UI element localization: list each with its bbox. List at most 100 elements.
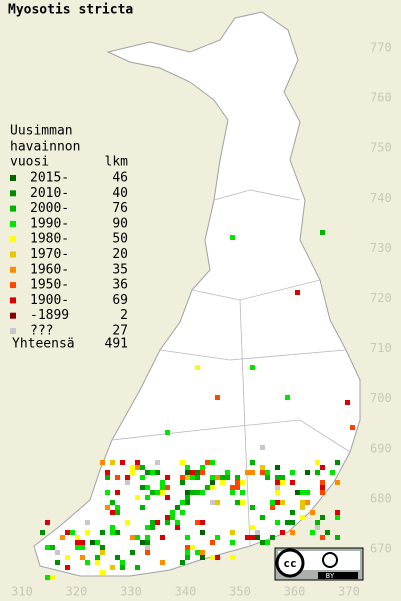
observation-square: [175, 505, 180, 510]
observation-square: [345, 400, 350, 405]
grid-label-east: 310: [11, 585, 33, 599]
border: [213, 189, 301, 201]
observation-square: [260, 445, 265, 450]
observation-square: [210, 500, 215, 505]
legend-count: 20: [112, 247, 128, 262]
observation-square: [315, 520, 320, 525]
observation-square: [160, 535, 165, 540]
observation-square: [255, 530, 260, 535]
observation-square: [110, 525, 115, 530]
observation-square: [120, 565, 125, 570]
observation-square: [215, 535, 220, 540]
observation-square: [165, 485, 170, 490]
observation-square: [210, 485, 215, 490]
legend-swatch: [10, 205, 16, 212]
observation-square: [280, 500, 285, 505]
observation-square: [335, 535, 340, 540]
observation-square: [115, 475, 120, 480]
legend-heading: vuosi: [10, 155, 49, 170]
observation-square: [200, 520, 205, 525]
observation-square: [305, 470, 310, 475]
observation-square: [290, 530, 295, 535]
observation-square: [170, 515, 175, 520]
observation-square: [265, 475, 270, 480]
observation-square: [165, 520, 170, 525]
observation-square: [105, 490, 110, 495]
observation-square: [180, 510, 185, 515]
legend-swatch: [10, 282, 16, 289]
legend-label: 1950-: [30, 278, 69, 293]
observation-square: [110, 565, 115, 570]
observation-square: [125, 480, 130, 485]
observation-square: [210, 540, 215, 545]
observation-square: [215, 475, 220, 480]
observation-square: [100, 530, 105, 535]
observation-square: [270, 505, 275, 510]
grid-label-north: 710: [370, 341, 392, 355]
legend-heading: havainnon: [10, 140, 80, 155]
grid-label-north: 770: [370, 41, 392, 55]
observation-square: [105, 505, 110, 510]
observation-square: [100, 550, 105, 555]
observation-square: [70, 530, 75, 535]
observation-square: [315, 460, 320, 465]
observation-square: [230, 555, 235, 560]
observation-square: [115, 490, 120, 495]
grid-label-east: 360: [284, 585, 306, 599]
observation-square: [215, 500, 220, 505]
observation-square: [300, 500, 305, 505]
observation-square: [330, 470, 335, 475]
grid-label-north: 720: [370, 291, 392, 305]
legend-swatch: [10, 175, 16, 181]
observation-square: [265, 470, 270, 475]
observation-square: [110, 500, 115, 505]
observation-square: [115, 505, 120, 510]
grid-label-east: 370: [338, 585, 360, 599]
observation-square: [250, 460, 255, 465]
observation-square: [185, 500, 190, 505]
legend-label: 2000-: [30, 201, 69, 216]
border: [111, 419, 351, 453]
observation-square: [235, 500, 240, 505]
grid-label-north: 670: [370, 542, 392, 556]
by-icon: [322, 552, 338, 568]
observation-square: [185, 535, 190, 540]
observation-square: [75, 535, 80, 540]
grid-label-north: 760: [370, 91, 392, 105]
observation-square: [130, 470, 135, 475]
observation-square: [170, 510, 175, 515]
observation-square: [250, 470, 255, 475]
observation-square: [155, 520, 160, 525]
observation-square: [165, 495, 170, 500]
legend-swatch: [10, 220, 16, 227]
legend-swatch: [10, 190, 16, 197]
observation-square: [115, 510, 120, 515]
observation-square: [310, 510, 315, 515]
grid-label-north: 680: [370, 491, 392, 505]
observation-square: [185, 490, 190, 495]
observation-square: [40, 530, 45, 535]
observation-square: [115, 530, 120, 535]
legend: Uusimman havainnon vuosi lkm Yhteensä 49…: [10, 124, 128, 352]
cc-icon: [275, 548, 305, 578]
observation-square: [260, 540, 265, 545]
observation-square: [100, 460, 105, 465]
observation-square: [225, 475, 230, 480]
observation-square: [135, 535, 140, 540]
observation-square: [220, 475, 225, 480]
observation-square: [275, 485, 280, 490]
observation-square: [285, 520, 290, 525]
observation-square: [185, 545, 190, 550]
observation-square: [175, 520, 180, 525]
legend-count: 35: [112, 262, 128, 277]
observation-square: [130, 550, 135, 555]
title: Myosotis stricta: [8, 3, 133, 18]
legend-count: 40: [112, 186, 128, 201]
legend-label: 1960-: [30, 262, 69, 277]
observation-square: [85, 530, 90, 535]
legend-swatch: [10, 328, 16, 334]
legend-label: 2015-: [30, 171, 69, 186]
observation-square: [115, 555, 120, 560]
observation-square: [230, 235, 235, 240]
observation-square: [110, 530, 115, 535]
